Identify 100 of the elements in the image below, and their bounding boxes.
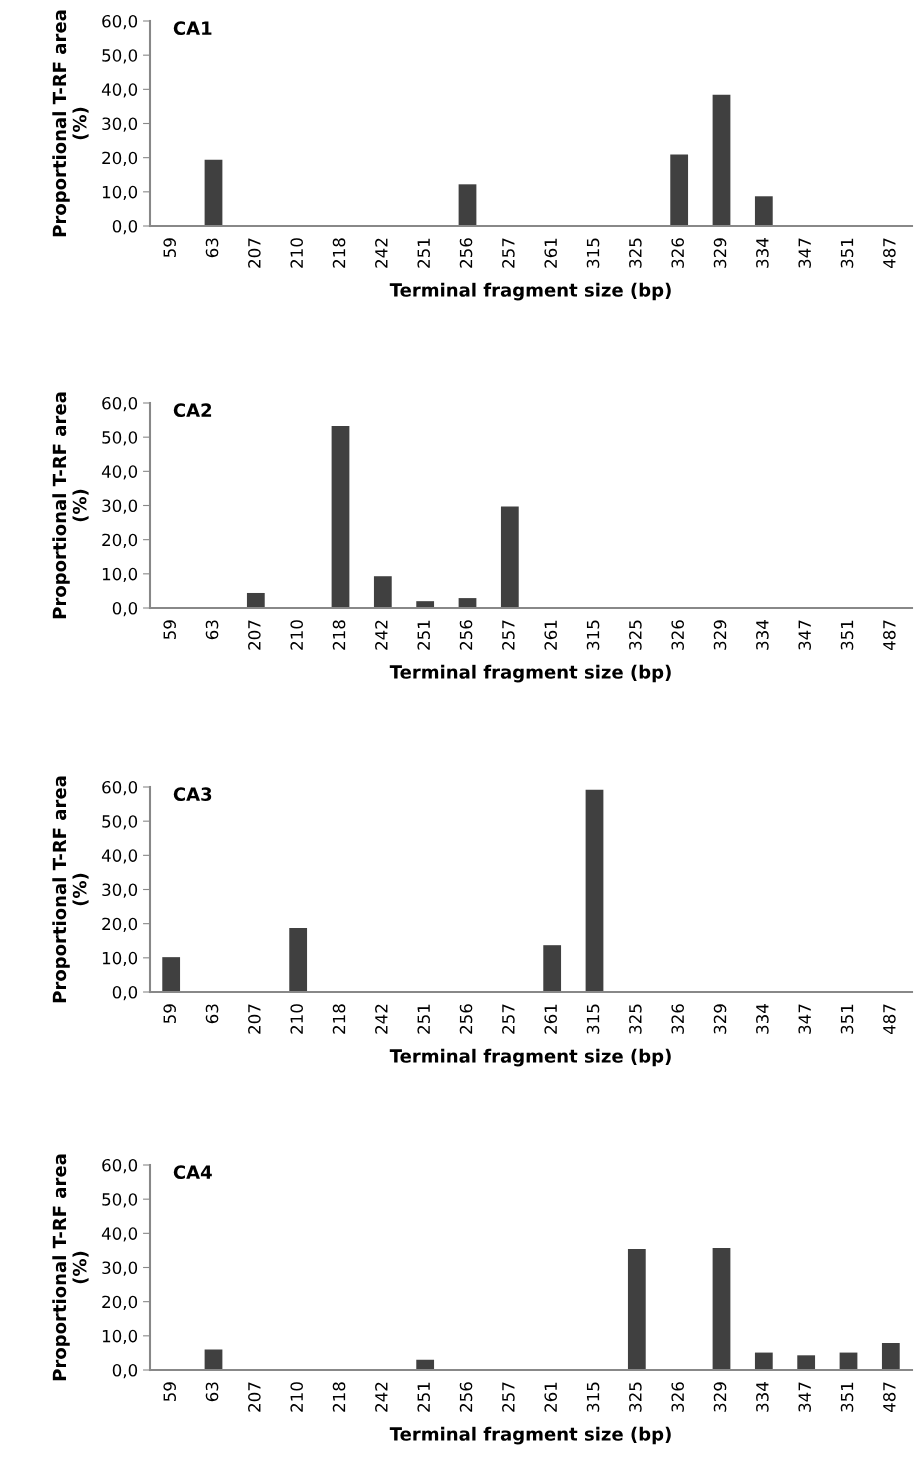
x-tick-label: 326 [671, 1382, 684, 1412]
x-tick-label: 329 [713, 620, 727, 650]
y-tick-label: 60,0 [102, 14, 138, 30]
x-tick-label: 261 [544, 1382, 557, 1412]
x-tick-label: 242 [375, 1004, 388, 1034]
x-tick-label: 218 [332, 1004, 346, 1034]
y-tick-label: 20,0 [102, 151, 138, 166]
y-tick-label: 40,0 [101, 849, 138, 864]
x-tick-label: 218 [332, 238, 346, 268]
bar [712, 94, 731, 226]
bar [881, 1343, 900, 1370]
y-tick-label: 20,0 [102, 1295, 138, 1310]
y-tick-label: 60,0 [102, 1158, 138, 1174]
chart-title: CA3 [173, 787, 212, 801]
x-tick-label: 256 [459, 238, 473, 268]
chart-title: CA1 [173, 21, 212, 35]
x-axis-title: Terminal fragment size (bp) [389, 1048, 671, 1067]
x-tick-label: 325 [629, 620, 642, 650]
bar [289, 928, 308, 992]
x-tick-label: 487 [883, 620, 896, 651]
bar [246, 592, 265, 608]
x-tick-label: 351 [840, 620, 854, 650]
x-tick-label: 261 [544, 1004, 557, 1034]
y-tick-label: 0,0 [112, 219, 138, 235]
y-tick-label: 0,0 [112, 985, 138, 1001]
x-tick-label: 315 [586, 238, 600, 268]
bar [543, 945, 562, 992]
x-tick-label: 334 [756, 1004, 769, 1034]
y-tick-label: 40,0 [101, 83, 138, 98]
y-tick-label: 0,0 [112, 1363, 138, 1379]
x-tick-label: 207 [248, 238, 261, 268]
y-tick-label: 10,0 [102, 951, 138, 967]
x-tick-label: 63 [205, 1004, 219, 1024]
x-tick-label: 218 [332, 1382, 346, 1412]
x-tick-label: 487 [883, 1382, 896, 1413]
x-tick-label: 334 [756, 238, 769, 268]
x-tick-label: 487 [883, 1004, 896, 1035]
y-tick-label: 20,0 [102, 917, 138, 932]
bar [331, 425, 350, 608]
y-tick-label: 30,0 [102, 117, 138, 132]
x-tick-label: 351 [840, 1004, 854, 1034]
y-tick-label: 0,0 [112, 601, 138, 617]
x-axis-title: Terminal fragment size (bp) [389, 664, 671, 683]
x-tick-label: 251 [417, 620, 430, 650]
y-tick-label: 10,0 [102, 1329, 138, 1345]
bar [204, 159, 223, 226]
x-tick-label: 329 [713, 238, 727, 268]
y-axis-title: Proportional T-RF area (%) [52, 776, 89, 1003]
x-tick-label: 59 [163, 238, 176, 258]
y-axis-title: Proportional T-RF area (%) [52, 1154, 89, 1381]
x-tick-label: 326 [671, 620, 684, 650]
x-tick-label: 325 [629, 1004, 642, 1034]
x-tick-label: 257 [502, 1004, 515, 1034]
y-tick-label: 40,0 [101, 465, 138, 480]
x-tick-label: 329 [713, 1382, 727, 1412]
bar [797, 1355, 816, 1370]
x-tick-label: 251 [417, 238, 430, 268]
bar [162, 957, 181, 992]
x-tick-label: 315 [586, 1004, 600, 1034]
bar [754, 1352, 773, 1370]
bar [754, 196, 773, 226]
bar [373, 576, 392, 608]
y-tick-label: 60,0 [102, 780, 138, 796]
x-tick-label: 261 [544, 620, 557, 650]
x-tick-label: 487 [883, 238, 896, 269]
x-tick-label: 257 [502, 1382, 515, 1412]
x-tick-label: 251 [417, 1382, 430, 1412]
y-tick-label: 30,0 [102, 1261, 138, 1276]
x-tick-label: 59 [163, 1004, 176, 1024]
y-tick-label: 10,0 [102, 185, 138, 201]
y-tick-label: 60,0 [102, 396, 138, 412]
y-tick-label: 20,0 [102, 533, 138, 548]
x-tick-label: 261 [544, 238, 557, 268]
y-tick-label: 50,0 [102, 431, 138, 446]
x-tick-label: 59 [163, 620, 176, 640]
x-tick-label: 315 [586, 1382, 600, 1412]
x-tick-label: 329 [713, 1004, 727, 1034]
x-tick-label: 242 [375, 620, 388, 650]
y-tick-label: 30,0 [102, 883, 138, 898]
x-tick-label: 210 [290, 238, 303, 268]
chart-title: CA4 [173, 1165, 212, 1179]
y-tick-label: 50,0 [102, 1193, 138, 1208]
y-tick-label: 50,0 [102, 815, 138, 830]
bar [500, 506, 519, 608]
bar [585, 789, 604, 992]
y-axis-title: Proportional T-RF area (%) [52, 10, 89, 237]
x-tick-label: 347 [798, 620, 811, 650]
chart-title: CA2 [173, 403, 212, 417]
y-tick-label: 10,0 [102, 567, 138, 583]
x-tick-label: 325 [629, 1382, 642, 1412]
y-axis-title: Proportional T-RF area (%) [52, 392, 89, 619]
x-tick-label: 257 [502, 238, 515, 268]
x-tick-label: 59 [163, 1382, 176, 1402]
x-tick-label: 210 [290, 620, 303, 650]
x-tick-label: 257 [502, 620, 515, 650]
x-tick-label: 207 [248, 1382, 261, 1412]
x-tick-label: 347 [798, 1382, 811, 1412]
x-tick-label: 256 [459, 620, 473, 650]
x-tick-label: 315 [586, 620, 600, 650]
y-tick-label: 30,0 [102, 499, 138, 514]
